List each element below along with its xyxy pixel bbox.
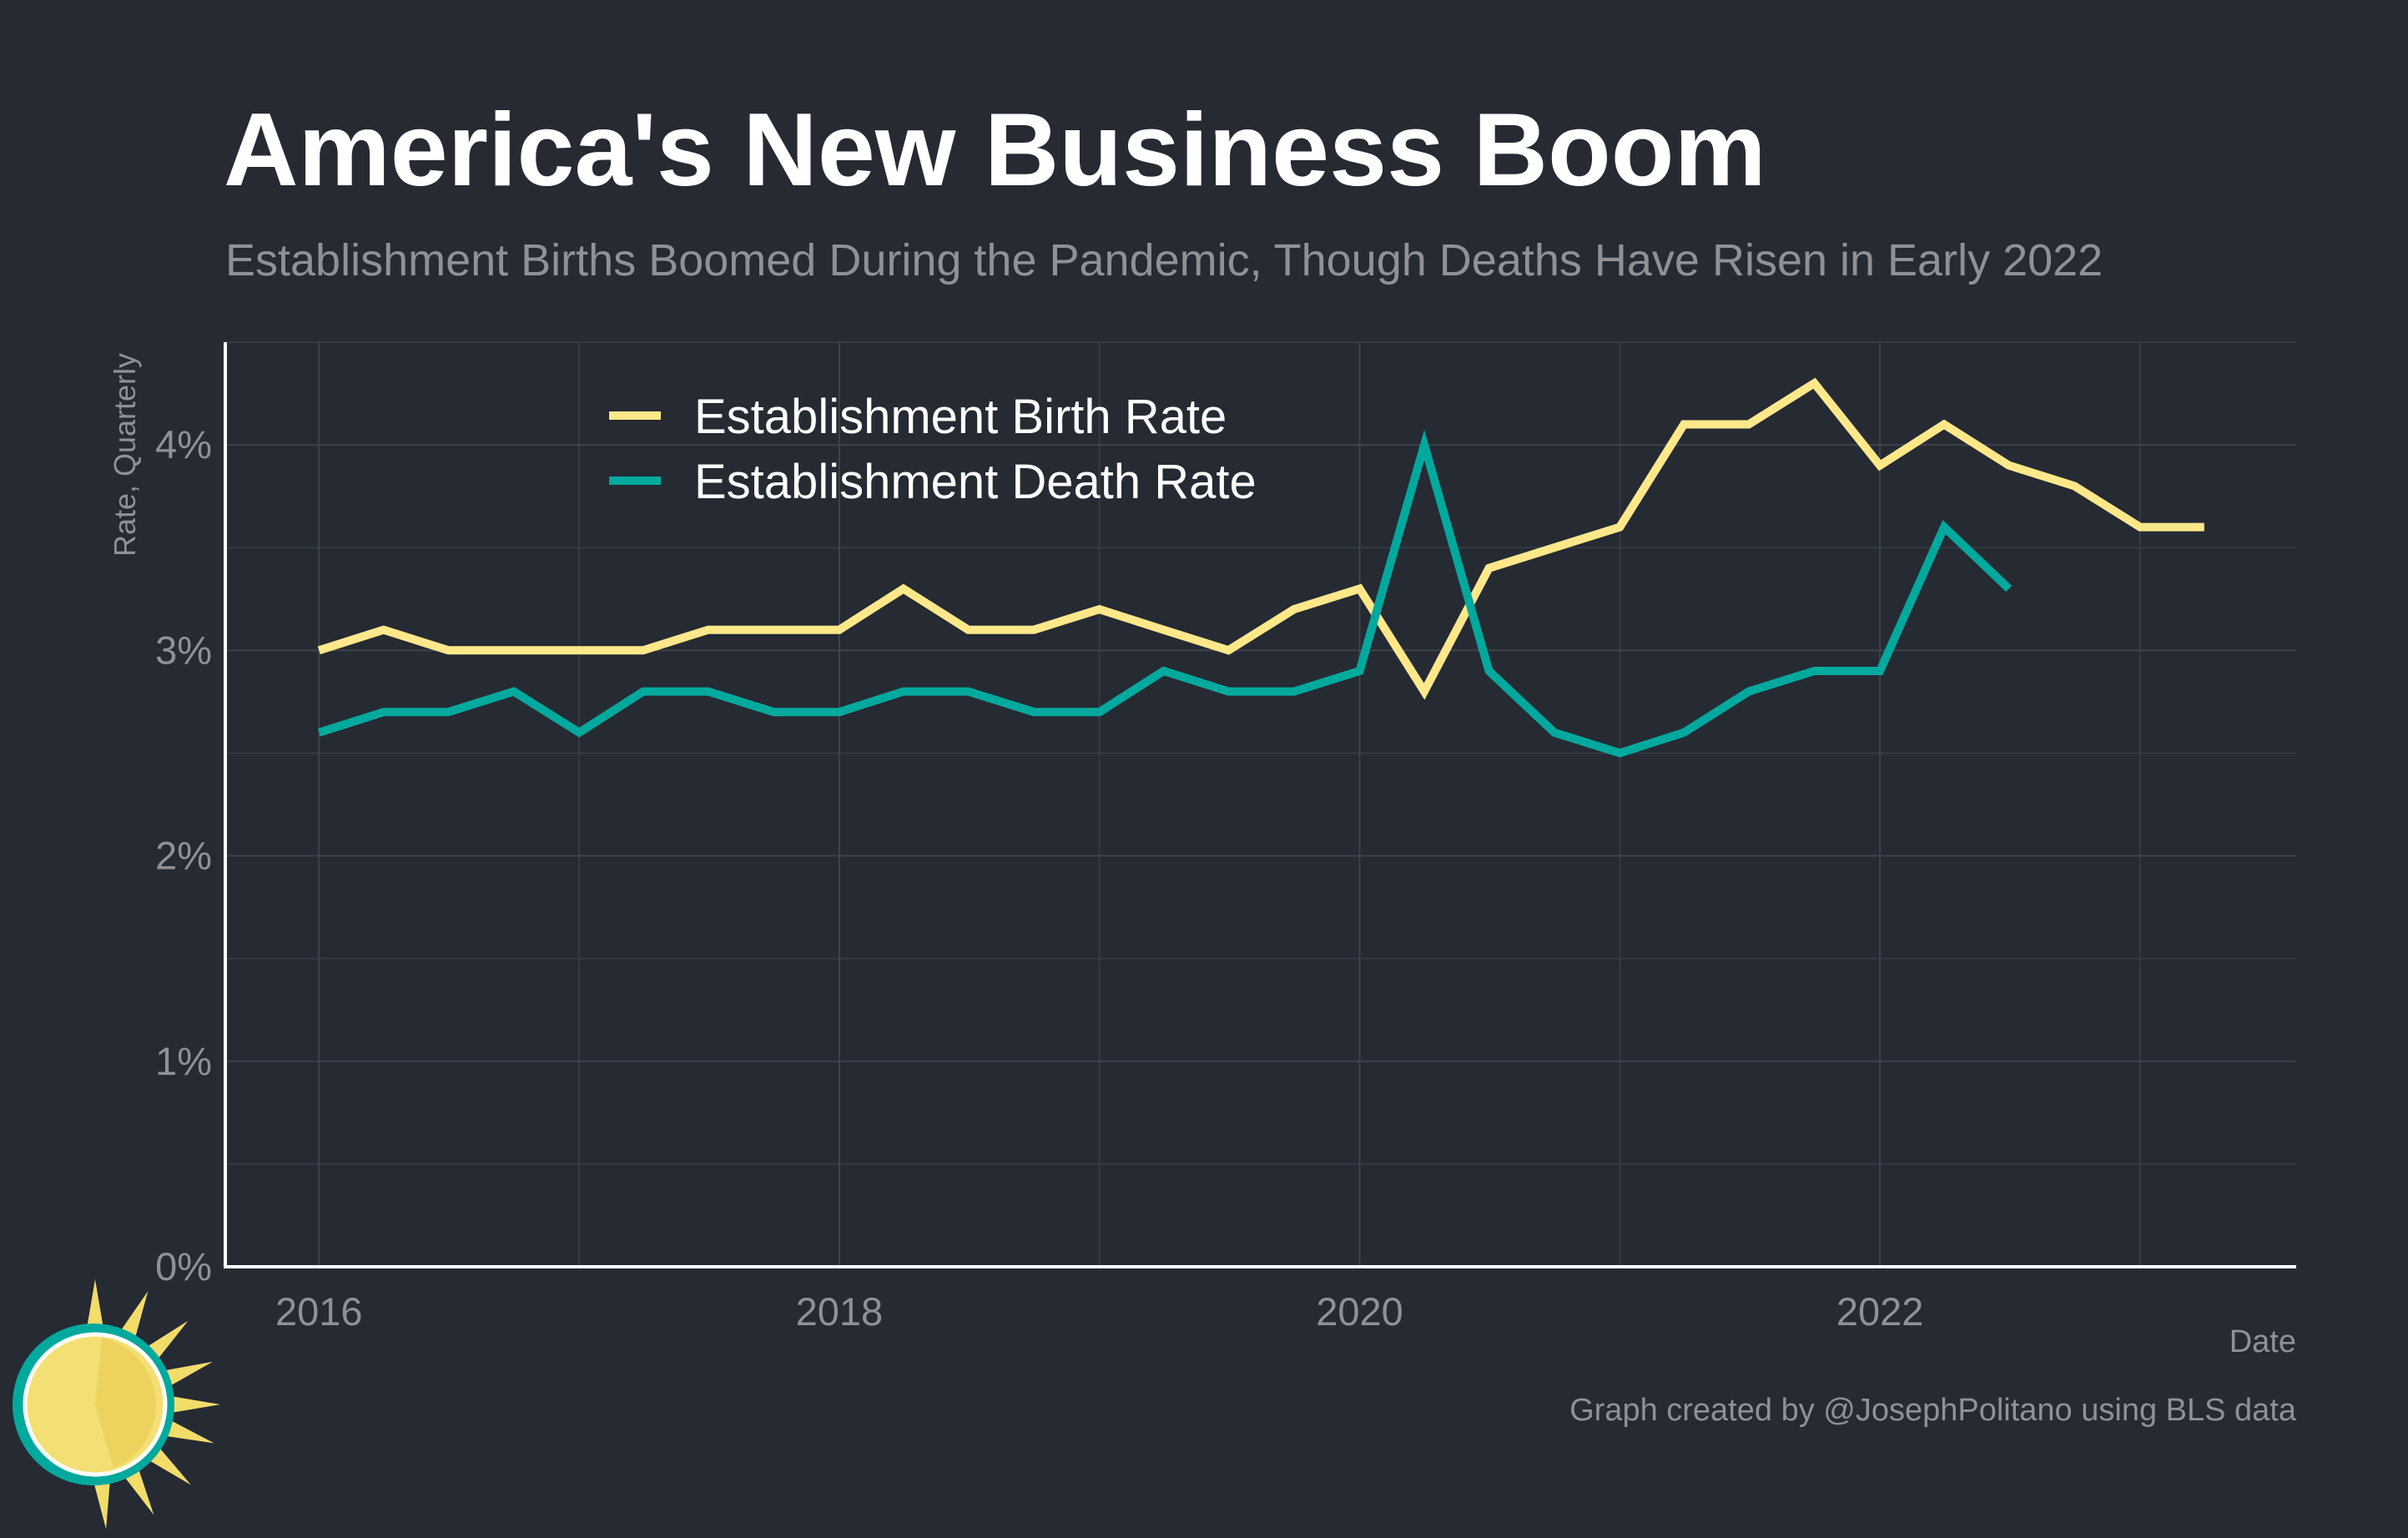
x-tick-label: 2018 <box>796 1289 884 1334</box>
y-tick-label: 3% <box>155 628 212 672</box>
legend: Establishment Birth Rate Establishment D… <box>609 390 1257 509</box>
x-axis-label: Date <box>2229 1324 2296 1359</box>
legend-label-birth: Establishment Birth Rate <box>694 390 1227 444</box>
series-lines <box>317 377 2204 758</box>
chart-subtitle: Establishment Births Boomed During the P… <box>225 235 2103 285</box>
axes <box>224 342 2296 1268</box>
x-tick-label: 2022 <box>1836 1289 1924 1334</box>
y-tick-label: 2% <box>155 834 212 878</box>
source-caption: Graph created by @JosephPolitano using B… <box>1569 1393 2297 1428</box>
chart-title: America's New Business Boom <box>224 93 1766 208</box>
y-axis-label: Rate, Quarterly <box>108 353 142 557</box>
x-tick-label: 2016 <box>275 1289 363 1334</box>
tick-labels: 0% 1% 2% 3% 4% 2016 2018 2020 2022 <box>155 422 1923 1334</box>
sun-logo-icon <box>13 1279 220 1530</box>
series-line-establishment-death-rate <box>317 429 2013 758</box>
x-tick-label: 2020 <box>1316 1289 1403 1334</box>
y-tick-label: 0% <box>155 1244 212 1288</box>
legend-label-death: Establishment Death Rate <box>694 455 1257 509</box>
series-line-establishment-birth-rate <box>317 377 2204 700</box>
y-tick-label: 1% <box>155 1039 212 1083</box>
y-tick-label: 4% <box>155 422 212 466</box>
